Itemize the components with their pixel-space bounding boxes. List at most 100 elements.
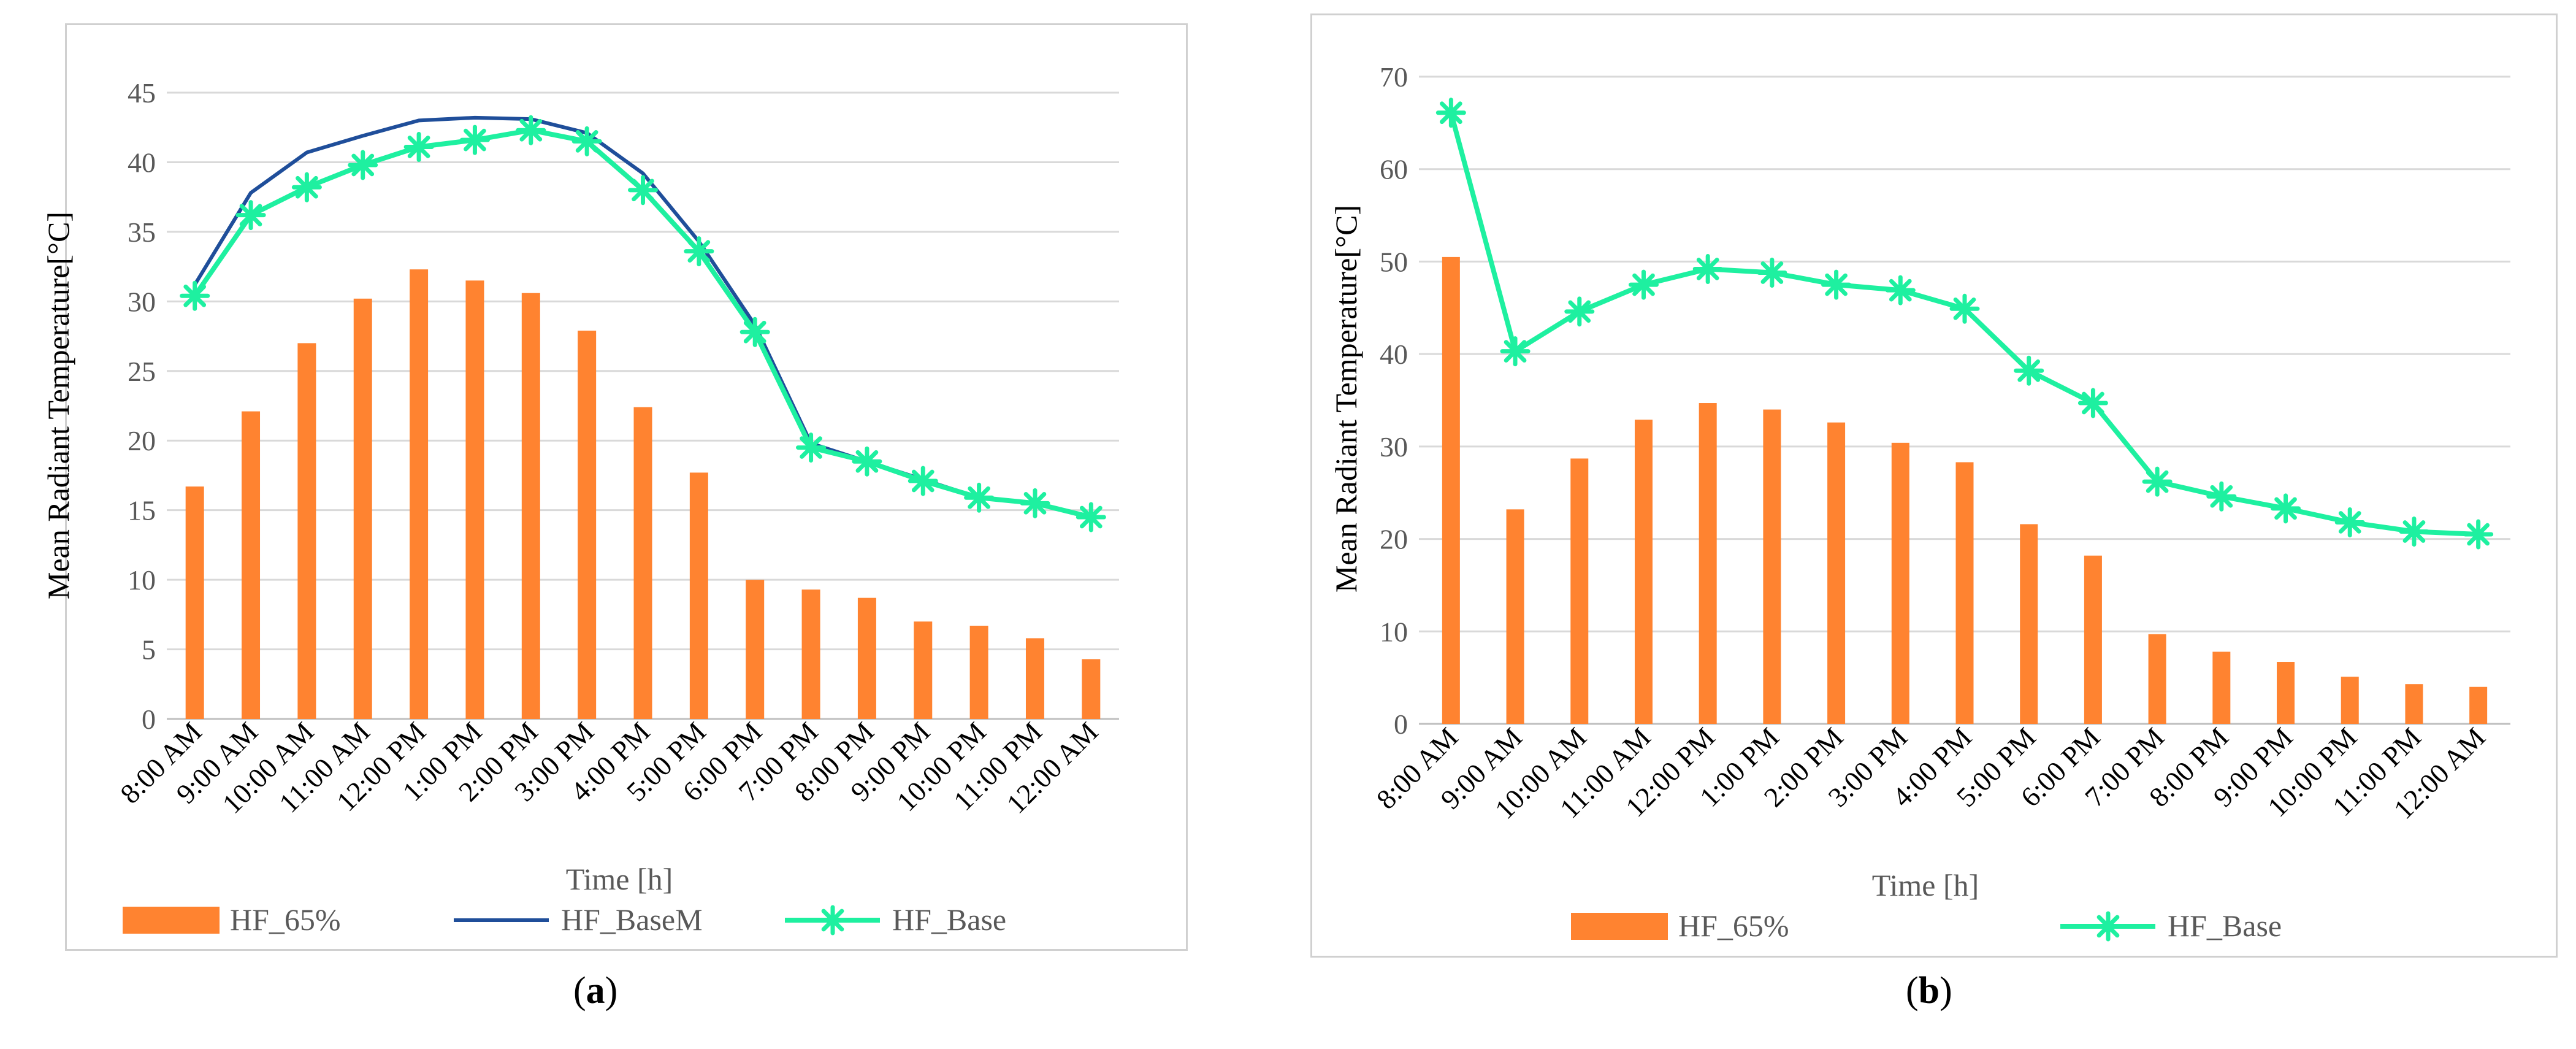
data-point-marker xyxy=(2014,355,2044,386)
data-point-marker xyxy=(2463,519,2494,550)
x-axis-label: Time [h] xyxy=(1872,868,1979,902)
data-point-marker xyxy=(459,125,490,155)
data-point-marker xyxy=(403,131,434,162)
bar-hf-65- xyxy=(2405,684,2423,724)
legend-label: HF_Base xyxy=(892,902,1006,937)
y-tick-label: 40 xyxy=(128,147,156,178)
y-tick-label: 25 xyxy=(128,356,156,387)
bar-hf-65- xyxy=(857,598,876,719)
data-point-marker xyxy=(964,482,995,513)
bar-hf-65- xyxy=(914,621,933,719)
bar-hf-65- xyxy=(1891,442,1909,724)
bar-hf-65- xyxy=(465,280,484,719)
data-point-marker xyxy=(1757,258,1787,288)
data-point-marker xyxy=(180,280,210,311)
data-point-marker xyxy=(1949,293,1980,324)
bar-hf-65- xyxy=(2084,555,2102,724)
legend-marker xyxy=(817,905,848,936)
y-tick-label: 10 xyxy=(128,564,156,596)
bar-hf-65- xyxy=(521,293,540,720)
y-tick-label: 10 xyxy=(1380,616,1408,647)
x-axis-label: Time [h] xyxy=(566,862,673,896)
data-point-marker xyxy=(796,432,827,463)
chart-panel-b xyxy=(1310,13,2558,958)
bar-hf-65- xyxy=(297,343,316,719)
bar-hf-65- xyxy=(185,486,204,719)
data-point-marker xyxy=(1500,336,1531,367)
bar-hf-65- xyxy=(242,411,261,719)
data-point-marker xyxy=(2077,388,2108,418)
bar-hf-65- xyxy=(2469,686,2488,724)
legend-label: HF_65% xyxy=(1678,909,1789,943)
y-tick-label: 30 xyxy=(1380,431,1408,463)
data-point-marker xyxy=(684,236,714,267)
bar-hf-65- xyxy=(1506,509,1524,724)
bar-hf-65- xyxy=(353,298,372,720)
bar-hf-65- xyxy=(1827,422,1846,724)
data-point-marker xyxy=(2206,481,2237,512)
y-tick-label: 5 xyxy=(142,634,156,666)
bar-hf-65- xyxy=(2277,662,2295,724)
y-axis-label: Mean Radiant Temperature[°C] xyxy=(41,212,75,599)
data-point-marker xyxy=(2399,517,2429,547)
bar-hf-65- xyxy=(2212,651,2231,724)
bar-hf-65- xyxy=(1082,659,1101,719)
data-point-marker xyxy=(235,200,266,231)
legend-swatch-bar xyxy=(123,907,220,934)
y-tick-label: 45 xyxy=(128,77,156,109)
y-tick-label: 20 xyxy=(1380,524,1408,555)
data-point-marker xyxy=(2334,507,2365,537)
data-point-marker xyxy=(2142,466,2173,497)
y-tick-label: 35 xyxy=(128,217,156,248)
data-point-marker xyxy=(852,446,882,477)
data-point-marker xyxy=(348,150,378,180)
bar-hf-65- xyxy=(1699,403,1717,724)
bar-hf-65- xyxy=(2148,634,2166,724)
bar-hf-65- xyxy=(410,269,429,719)
bar-hf-65- xyxy=(1570,458,1589,724)
y-tick-label: 20 xyxy=(128,425,156,456)
y-tick-label: 60 xyxy=(1380,154,1408,185)
data-point-marker xyxy=(1885,275,1916,305)
y-tick-label: 15 xyxy=(128,495,156,526)
data-point-marker xyxy=(1628,269,1659,300)
bar-hf-65- xyxy=(801,589,820,719)
bar-hf-65- xyxy=(1442,256,1460,724)
bar-hf-65- xyxy=(969,625,988,719)
legend-swatch-bar xyxy=(1571,913,1668,940)
panel-label-a: (a) xyxy=(573,970,618,1012)
legend-label: HF_65% xyxy=(230,902,341,937)
bar-hf-65- xyxy=(1025,638,1044,719)
data-point-marker xyxy=(1076,502,1106,532)
y-tick-label: 70 xyxy=(1380,61,1408,93)
bar-hf-65- xyxy=(1763,409,1781,724)
data-point-marker xyxy=(516,115,546,145)
bar-hf-65- xyxy=(633,407,652,719)
y-tick-label: 30 xyxy=(128,286,156,317)
legend-label: HF_Base xyxy=(2168,909,2282,943)
y-tick-label: 50 xyxy=(1380,246,1408,277)
legend-marker xyxy=(2093,911,2123,942)
data-point-marker xyxy=(1821,269,1852,300)
data-point-marker xyxy=(908,466,938,496)
bar-hf-65- xyxy=(2341,677,2359,724)
y-tick-label: 0 xyxy=(1394,709,1408,740)
data-point-marker xyxy=(2271,493,2301,524)
data-point-marker xyxy=(571,126,602,156)
y-axis-label: Mean Radiant Temperature[°C] xyxy=(1329,205,1363,593)
bar-hf-65- xyxy=(1955,462,1974,724)
y-tick-label: 40 xyxy=(1380,339,1408,370)
bar-hf-65- xyxy=(1634,420,1653,724)
data-point-marker xyxy=(740,317,770,347)
data-point-marker xyxy=(1435,98,1466,128)
bar-hf-65- xyxy=(689,472,708,719)
data-point-marker xyxy=(1692,253,1723,284)
data-point-marker xyxy=(291,172,322,202)
legend-label: HF_BaseM xyxy=(561,902,703,937)
bar-hf-65- xyxy=(2020,524,2038,724)
bar-hf-65- xyxy=(746,580,765,719)
data-point-marker xyxy=(1020,488,1050,518)
bar-hf-65- xyxy=(578,330,597,719)
